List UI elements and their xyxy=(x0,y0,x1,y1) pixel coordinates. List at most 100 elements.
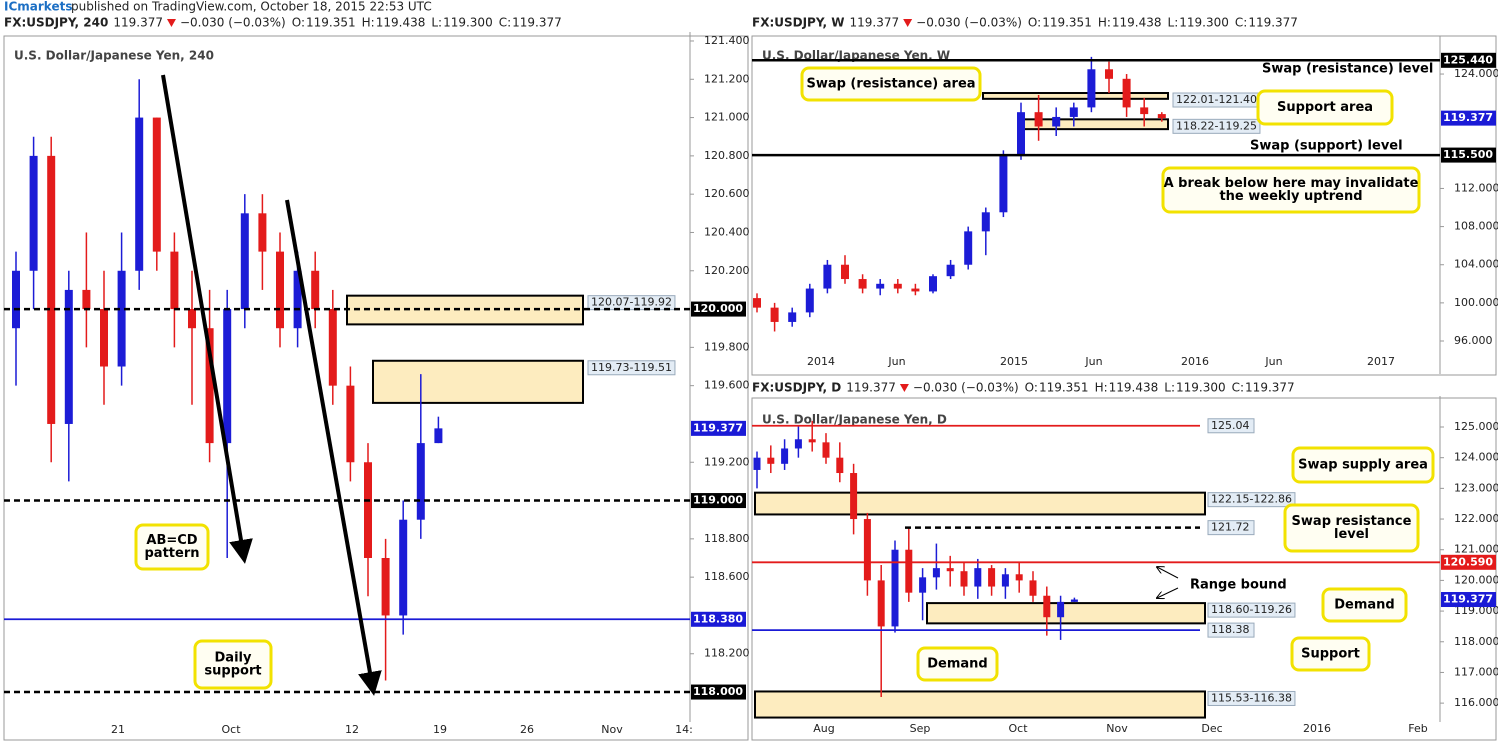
annotation-text: Range bound xyxy=(1190,578,1287,593)
candle-body xyxy=(805,288,814,313)
ohlc-label: O: xyxy=(292,16,305,30)
chart-title: U.S. Dollar/Japanese Yen, D xyxy=(762,413,947,427)
candle-body xyxy=(794,439,802,449)
price-tag xyxy=(691,420,746,436)
candle-body xyxy=(1052,116,1061,127)
candle-body xyxy=(905,549,913,593)
price-tag-label: 119.377 xyxy=(1443,111,1493,124)
candle-body xyxy=(841,264,849,280)
candle-body xyxy=(964,231,973,265)
y-tick-label: 119.000 xyxy=(1454,604,1498,617)
callout-box xyxy=(1283,503,1420,553)
ohlc-value: 119.377 xyxy=(1248,16,1298,30)
candle-body xyxy=(919,577,927,593)
y-tick-label: 121.000 xyxy=(1454,543,1498,556)
ohlc-value: 119.438 xyxy=(1109,381,1159,395)
y-tick-label: 121.000 xyxy=(704,111,750,124)
x-tick-label: 2014 xyxy=(807,355,835,368)
candle-body xyxy=(328,309,337,386)
candle-body xyxy=(1017,112,1025,156)
zone xyxy=(926,602,1206,625)
price-tag-label: 121.72 xyxy=(1211,521,1250,534)
annotation-text: Swap (resistance) level xyxy=(1262,62,1433,77)
ohlc-value: 119.377 xyxy=(512,16,562,30)
price-tag-label: 120.000 xyxy=(693,302,743,315)
candle-body xyxy=(47,155,56,424)
candle-body xyxy=(1043,595,1051,618)
y-tick-label: 121.200 xyxy=(704,72,750,85)
candle-body xyxy=(877,580,885,627)
x-tick-label: Jun xyxy=(1084,355,1102,368)
callout-box xyxy=(134,523,210,571)
y-tick-label: 100.000 xyxy=(1454,296,1498,309)
candle-body xyxy=(891,549,899,627)
zone-label-box xyxy=(587,295,676,311)
candle-body xyxy=(1069,107,1078,117)
candle-body xyxy=(152,117,161,252)
zone xyxy=(1021,118,1169,131)
candle-body xyxy=(823,264,832,289)
callout-text: Swap resistance xyxy=(1292,514,1412,529)
callout-text: Support xyxy=(1301,647,1360,662)
candle-body xyxy=(770,307,779,322)
callout-text: AB=CD xyxy=(146,533,197,548)
candle-body xyxy=(863,519,871,581)
y-tick-label: 124.000 xyxy=(1454,67,1498,80)
candle-body xyxy=(1029,580,1037,596)
ohlc-label: O: xyxy=(1025,381,1038,395)
zone-label: 122.15-122.86 xyxy=(1211,493,1292,506)
zone-label: 122.01-121.40 xyxy=(1176,93,1257,106)
candle-body xyxy=(416,443,425,520)
x-tick-label: Aug xyxy=(813,722,834,735)
candle-body xyxy=(381,558,390,616)
callout-text: support xyxy=(204,664,261,679)
callout-box xyxy=(916,646,999,682)
candle-body xyxy=(753,298,761,308)
y-tick-label: 119.800 xyxy=(704,340,750,353)
callout-text: pattern xyxy=(145,546,200,561)
callout-box xyxy=(1161,166,1421,214)
ohlc-label: C: xyxy=(1232,381,1244,395)
y-tick-label: 117.000 xyxy=(1454,665,1498,678)
arrow xyxy=(1157,587,1179,598)
price-tag-label: 125.04 xyxy=(1211,419,1250,432)
callout-text: Support area xyxy=(1277,100,1373,115)
zone-label: 120.07-119.92 xyxy=(591,296,672,309)
ohlc-label: C: xyxy=(1235,16,1247,30)
x-tick-label: 19 xyxy=(433,723,447,736)
x-tick-label: 21 xyxy=(111,723,125,736)
y-tick-label: 120.200 xyxy=(704,264,750,277)
zone xyxy=(372,359,584,404)
ohlc-value: 119.351 xyxy=(1039,381,1089,395)
callout-text: Swap (resistance) area xyxy=(806,77,975,92)
price-tag xyxy=(691,684,746,700)
candle-body xyxy=(893,283,902,289)
ohlc-value: 119.351 xyxy=(1042,16,1092,30)
candle-body xyxy=(1087,69,1096,108)
y-tick-label: 120.000 xyxy=(1454,573,1498,586)
candle-body xyxy=(929,276,937,292)
candle-body xyxy=(364,462,372,558)
candle-body xyxy=(981,212,990,232)
ohlc-label: L: xyxy=(1168,16,1179,30)
zone xyxy=(754,690,1206,719)
candle-body xyxy=(170,251,179,310)
candle-body xyxy=(276,251,284,329)
ohlc-value: 119.438 xyxy=(376,16,426,30)
ohlc-label: O: xyxy=(1028,16,1041,30)
zone-label: 118.22-119.25 xyxy=(1176,119,1257,132)
callout-box xyxy=(1256,89,1394,126)
y-tick-label: 121.400 xyxy=(704,34,750,47)
candle-body xyxy=(781,448,789,464)
callout-text: the weekly uptrend xyxy=(1219,189,1362,204)
arrow xyxy=(285,199,382,696)
x-tick-label: Nov xyxy=(601,723,623,736)
candle-body xyxy=(876,283,885,289)
y-tick-label: 124.000 xyxy=(1454,451,1498,464)
candle-body xyxy=(258,213,267,252)
ohlc-label: L: xyxy=(1164,381,1175,395)
candle-body xyxy=(911,288,920,292)
callout-text: Demand xyxy=(1334,598,1395,613)
